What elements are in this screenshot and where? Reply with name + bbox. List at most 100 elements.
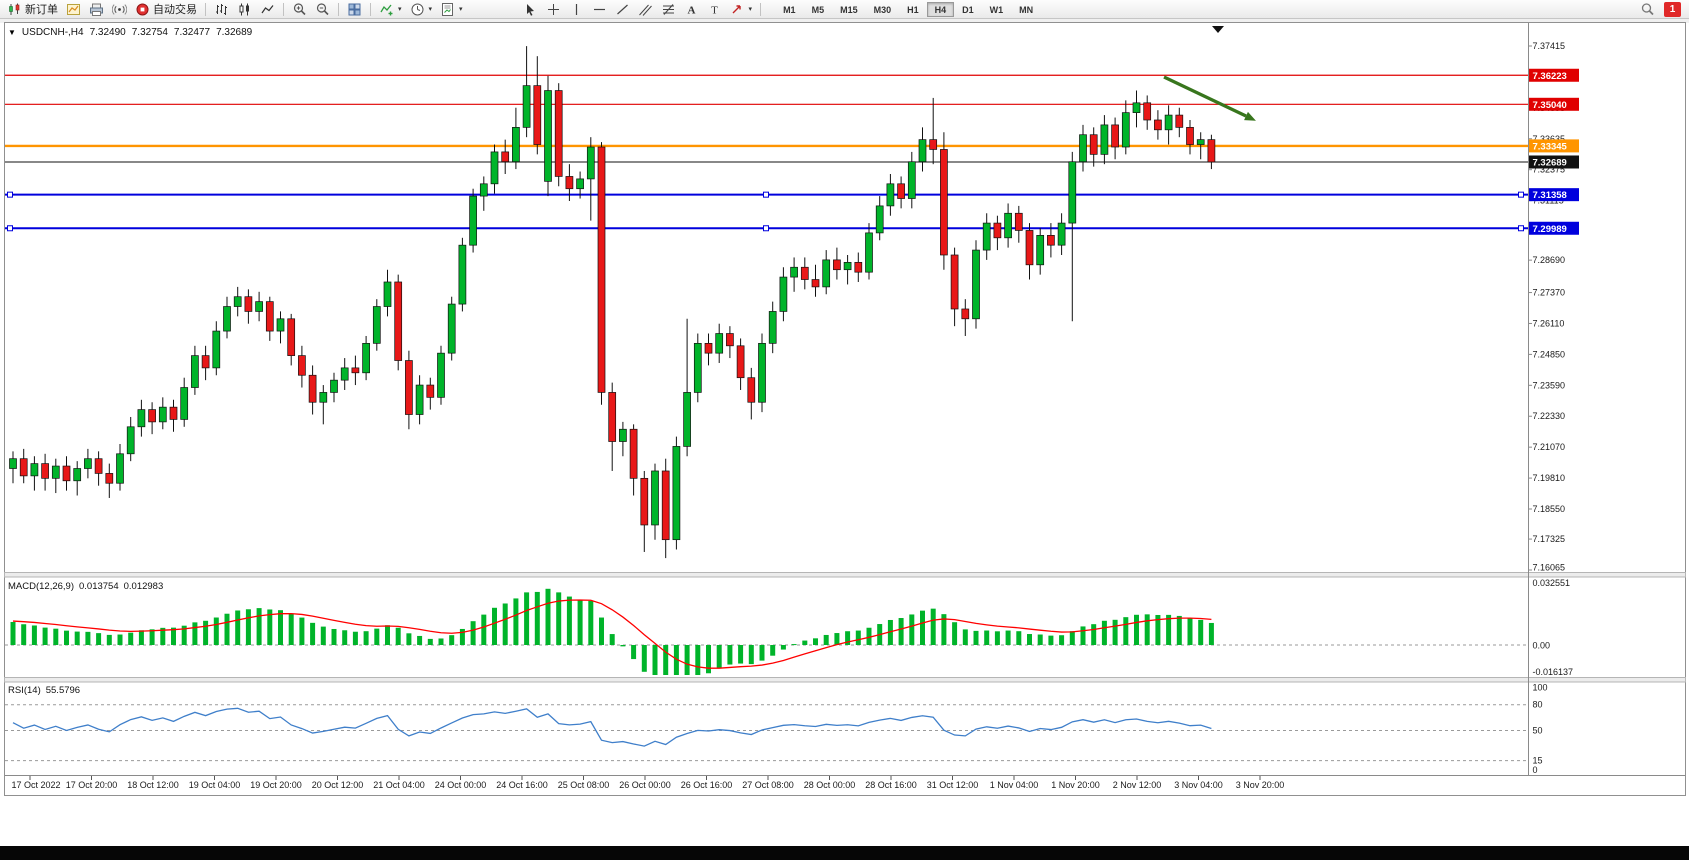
crosshair-button[interactable] (542, 1, 565, 18)
candle-body (747, 377, 756, 403)
trend-arrow[interactable] (1163, 75, 1247, 118)
candle-body (608, 392, 617, 442)
macd-bar (85, 631, 91, 645)
macd-bar (802, 640, 808, 645)
line-handle[interactable] (7, 191, 13, 198)
candle-body (447, 303, 456, 354)
candle-body (1004, 212, 1012, 239)
timeframe-w1-button[interactable]: W1 (982, 2, 1012, 17)
timeframe-d1-button[interactable]: D1 (954, 2, 982, 17)
candle-body (405, 360, 413, 415)
candle-body (1036, 235, 1045, 266)
timeframe-h1-button[interactable]: H1 (899, 2, 927, 17)
rsi-params: RSI(14) (8, 685, 41, 696)
macd-bar (909, 614, 915, 645)
search-button[interactable] (1636, 1, 1659, 18)
toolbar-separator (760, 2, 762, 16)
macd-bar (331, 628, 337, 645)
candle-body (180, 387, 189, 420)
cursor-button[interactable] (519, 1, 542, 18)
line-chart-button[interactable] (256, 1, 279, 18)
trendline-button[interactable] (611, 1, 634, 18)
line-handle[interactable] (763, 191, 769, 198)
macd-bar (160, 627, 166, 645)
notification-badge[interactable]: 1 (1664, 1, 1681, 17)
zoom-out-button[interactable] (311, 1, 334, 18)
label-button[interactable]: T (703, 1, 726, 18)
bar-chart-button[interactable] (210, 1, 233, 18)
candle-body (800, 266, 809, 280)
vertical-line-button[interactable] (565, 1, 588, 18)
candle-body (158, 406, 167, 423)
macd-params: MACD(12,26,9) (8, 581, 74, 592)
channel-icon (638, 4, 652, 16)
timeframe-m1-button[interactable]: M1 (775, 2, 804, 17)
charts-button[interactable] (62, 1, 85, 18)
candle-body (223, 306, 231, 332)
pane-separator[interactable] (4, 677, 1686, 683)
chart-shift-marker[interactable] (1212, 26, 1224, 33)
zoom-in-button[interactable] (288, 1, 311, 18)
candle-body (372, 306, 381, 344)
timeframe-h4-button[interactable]: H4 (926, 1, 955, 17)
macd-bar (288, 613, 294, 645)
text-button[interactable]: A (680, 1, 703, 18)
macd-bar (149, 629, 155, 645)
timeframe-m5-button[interactable]: M5 (804, 2, 833, 17)
timeframe-m30-button[interactable]: M30 (866, 2, 900, 17)
macd-bar (1005, 630, 1011, 645)
line-handle[interactable] (763, 225, 769, 232)
macd-bar (1112, 619, 1118, 645)
macd-bar (663, 645, 669, 675)
candle-body (383, 281, 392, 307)
line-handle[interactable] (1518, 191, 1524, 198)
macd-bar (42, 627, 48, 645)
arrows-button[interactable]: ▾ (726, 1, 757, 18)
candle-body (41, 463, 49, 479)
price-label-current-price: 7.32689 (1533, 157, 1567, 168)
symbol-collapse-icon[interactable]: ▼ (8, 28, 16, 37)
zoom-out-icon (316, 2, 329, 15)
macd-bar (845, 631, 851, 645)
new-order-button[interactable]: 新订单 (3, 1, 62, 18)
price-label-box-resistance-1 (1529, 68, 1579, 82)
templates-button[interactable]: ▾ (436, 1, 467, 18)
timeframe-m15-button[interactable]: M15 (832, 2, 866, 17)
indicators-button[interactable]: ▾ (375, 1, 406, 18)
print-button[interactable] (85, 1, 108, 18)
periods-icon (411, 3, 424, 15)
macd-bar (1091, 624, 1097, 645)
fibonacci-button[interactable] (657, 1, 680, 18)
candle-body (458, 244, 467, 305)
macd-value: 0.013754 (79, 581, 119, 592)
line-handle[interactable] (7, 225, 13, 232)
candle-body (704, 342, 713, 354)
macd-bar (224, 613, 230, 645)
candle-body (169, 406, 178, 420)
horizontal-line-button[interactable] (588, 1, 611, 18)
macd-bar (310, 622, 316, 645)
autotrading-button[interactable]: 自动交易 (131, 1, 201, 18)
candle-body (533, 85, 542, 145)
macd-bar (748, 645, 754, 665)
candle-body (287, 318, 296, 356)
periods-button[interactable]: ▾ (406, 1, 437, 18)
tile-windows-button[interactable] (343, 1, 366, 18)
line-handle[interactable] (1518, 225, 1524, 232)
signals-button[interactable] (108, 1, 131, 18)
timeframe-mn-button[interactable]: MN (1011, 2, 1041, 17)
candle-body (897, 183, 905, 199)
candle-body (126, 426, 135, 455)
candle-body (469, 195, 477, 246)
candle-body (1207, 139, 1216, 163)
candle-body (961, 308, 970, 320)
pane-separator[interactable] (4, 572, 1686, 578)
candle-body (415, 384, 424, 415)
macd-tick-label: 0.032551 (1533, 578, 1571, 588)
candle-body (51, 465, 60, 479)
channel-button[interactable] (634, 1, 657, 18)
candle-body (586, 146, 595, 180)
candlestick-button[interactable] (233, 1, 256, 18)
macd-bar (235, 610, 241, 645)
